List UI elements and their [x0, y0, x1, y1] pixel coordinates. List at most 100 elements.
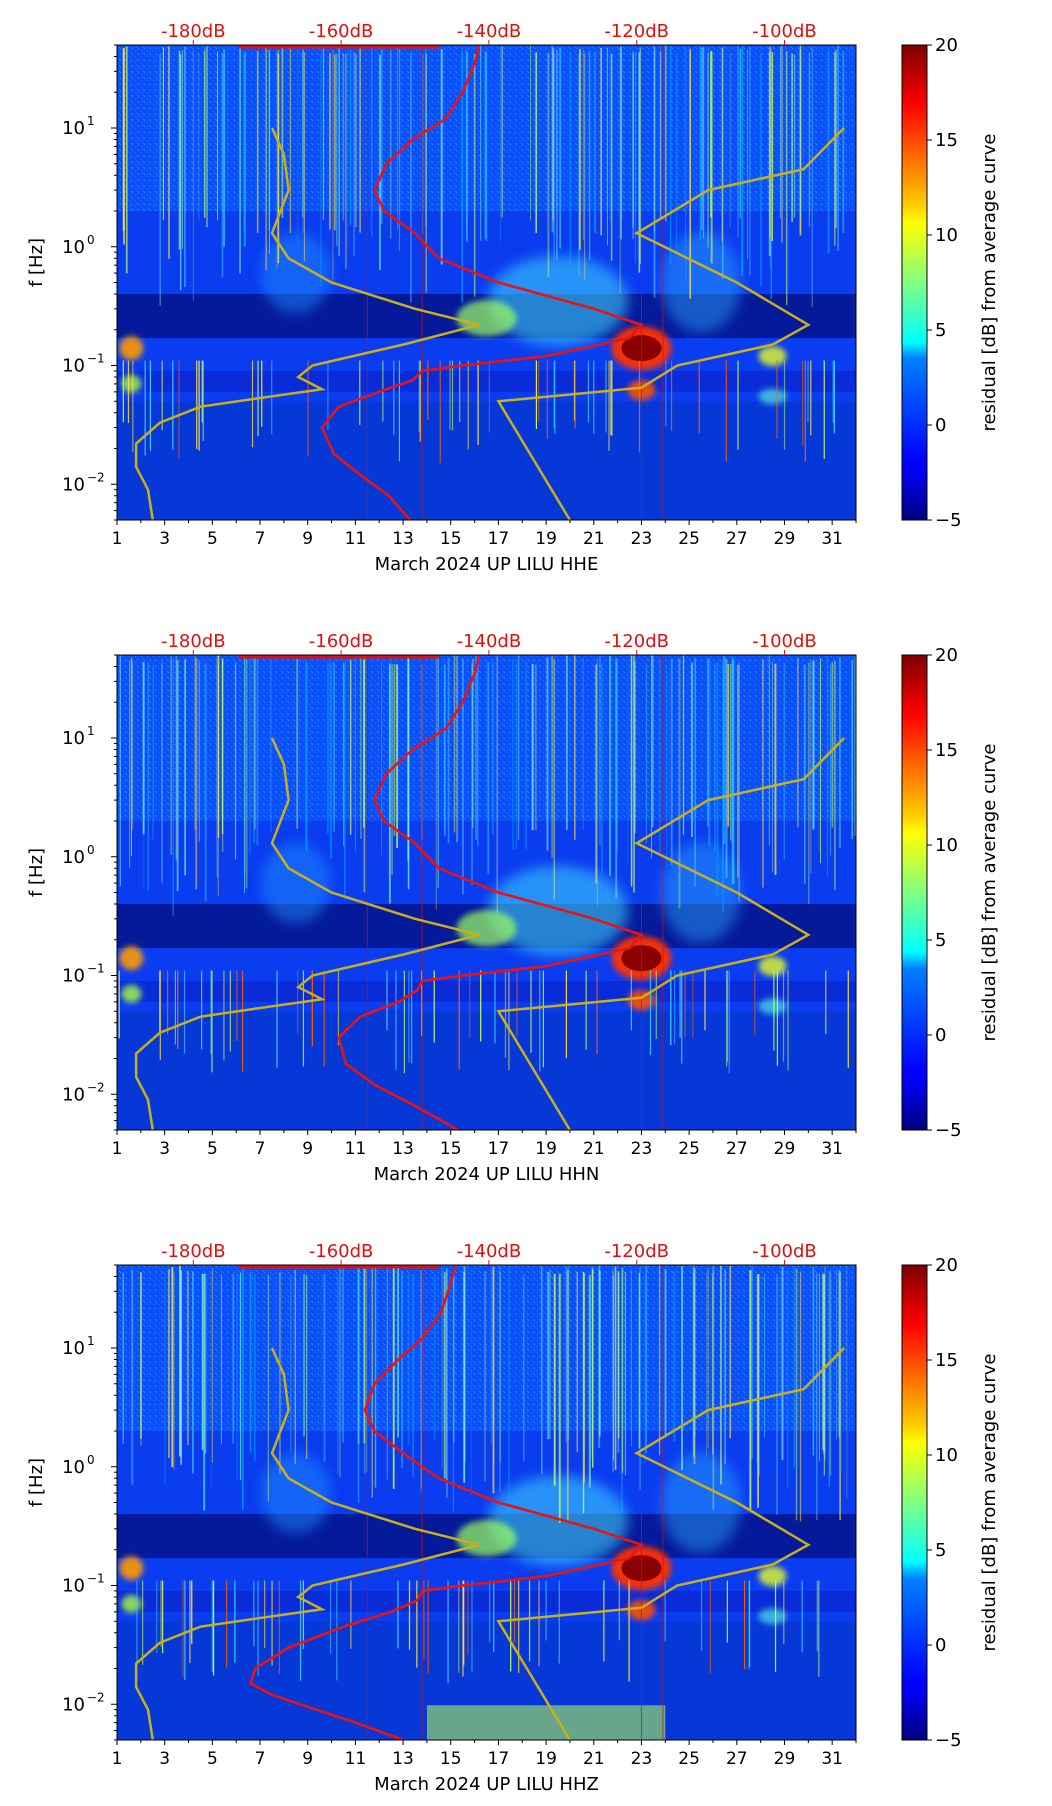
x-axis-label: March 2024 UP LILU HHN	[374, 1164, 600, 1185]
event-blob	[119, 1556, 144, 1581]
colorbar-label: residual [dB] from average curve	[979, 1353, 1000, 1651]
x-tick-label: 7	[255, 1749, 266, 1769]
y-axis-label: f [Hz]	[26, 848, 47, 897]
mid-band	[117, 1590, 856, 1612]
noise-model-curve	[134, 1347, 480, 1740]
x-tick-label: 7	[255, 529, 266, 549]
noise-texture	[117, 1265, 856, 1432]
x-tick-label: 5	[207, 1749, 218, 1769]
x-tick-label: 1	[112, 1749, 123, 1769]
y-tick-label: 10	[62, 118, 85, 139]
colorbar-tick-label: 0	[935, 1635, 946, 1656]
storm-blob	[661, 232, 742, 333]
x-tick-label: 11	[345, 1749, 367, 1769]
x-tick-label: 15	[440, 529, 462, 549]
low-freq-band	[426, 1705, 666, 1740]
db-tick-label: -160dB	[309, 21, 374, 42]
average-psd-curve	[248, 1265, 644, 1740]
y-tick-exponent: −2	[87, 1690, 105, 1704]
x-tick-label: 27	[726, 1139, 748, 1159]
y-tick-label: 10	[62, 1694, 85, 1715]
colorbar-tick-label: 15	[935, 740, 958, 761]
x-tick-label: 19	[535, 529, 557, 549]
db-tick-label: -140dB	[457, 21, 522, 42]
colorbar-tick-label: 5	[935, 1540, 946, 1561]
x-tick-label: 27	[726, 1749, 748, 1769]
noise-model-curve	[496, 127, 845, 520]
colorbar-tick-label: 10	[935, 1445, 958, 1466]
y-tick-exponent: −2	[87, 470, 105, 484]
db-tick-label: -160dB	[309, 631, 374, 652]
db-tick-label: -100dB	[752, 21, 817, 42]
y-tick-exponent: 0	[87, 843, 95, 857]
x-tick-label: 31	[821, 1749, 843, 1769]
storm-blob	[488, 1475, 629, 1566]
x-tick-label: 1	[112, 1139, 123, 1159]
colorbar-tick-label: 20	[935, 645, 958, 666]
colorbar-tick-label: −5	[935, 1730, 962, 1751]
y-axis-label: f [Hz]	[26, 238, 47, 287]
storm-blob	[488, 865, 629, 956]
noise-texture	[117, 655, 856, 822]
x-tick-label: 7	[255, 1139, 266, 1159]
colorbar	[901, 654, 928, 1131]
average-psd-curve	[320, 45, 644, 520]
y-tick-exponent: −2	[87, 1080, 105, 1094]
event-blob	[758, 346, 787, 367]
y-tick-label: 10	[62, 237, 85, 258]
db-tick-label: -120dB	[604, 21, 669, 42]
colorbar	[901, 1264, 928, 1741]
x-tick-label: 27	[726, 529, 748, 549]
colorbar	[901, 44, 928, 521]
colorbar-tick-label: 0	[935, 415, 946, 436]
colorbar-tick-label: −5	[935, 1120, 962, 1141]
x-tick-label: 21	[583, 1139, 605, 1159]
x-axis-label: March 2024 UP LILU HHZ	[374, 1774, 599, 1795]
x-tick-label: 31	[821, 529, 843, 549]
spectrogram-area	[117, 655, 856, 1130]
low-band	[117, 1011, 856, 1130]
storm-blob	[456, 910, 517, 947]
x-tick-label: 17	[488, 1139, 510, 1159]
x-tick-label: 11	[345, 1139, 367, 1159]
x-tick-label: 25	[678, 529, 700, 549]
colorbar-label: residual [dB] from average curve	[979, 743, 1000, 1041]
spectrogram-area	[117, 1265, 856, 1740]
x-tick-label: 23	[631, 529, 653, 549]
storm-blob	[260, 1453, 331, 1534]
y-tick-label: 10	[62, 474, 85, 495]
y-tick-exponent: 1	[87, 724, 95, 738]
x-tick-label: 29	[774, 1139, 796, 1159]
x-tick-label: 15	[440, 1139, 462, 1159]
low-band	[117, 401, 856, 520]
storm-blob	[456, 300, 517, 337]
x-tick-label: 5	[207, 1139, 218, 1159]
event-blob	[758, 388, 787, 405]
colorbar-tick-label: 15	[935, 130, 958, 151]
x-tick-label: 17	[488, 529, 510, 549]
x-tick-label: 19	[535, 1139, 557, 1159]
mid-band	[117, 370, 856, 392]
noise-model-curve	[496, 1347, 845, 1740]
y-tick-exponent: 0	[87, 1453, 95, 1467]
y-tick-exponent: 1	[87, 1334, 95, 1348]
spectrogram-area	[117, 45, 856, 520]
x-axis-label: March 2024 UP LILU HHE	[375, 554, 599, 575]
x-tick-label: 29	[774, 529, 796, 549]
event-blob	[121, 374, 142, 393]
y-tick-exponent: −1	[87, 1572, 105, 1586]
db-tick-label: -100dB	[752, 1241, 817, 1262]
colorbar-label: residual [dB] from average curve	[979, 133, 1000, 431]
colorbar-tick-label: 15	[935, 1350, 958, 1371]
colorbar-tick-label: 10	[935, 225, 958, 246]
x-tick-label: 13	[392, 1749, 414, 1769]
event-blob	[121, 1594, 142, 1613]
event-blob	[121, 984, 142, 1003]
event-blob	[758, 956, 787, 977]
y-tick-label: 10	[62, 847, 85, 868]
colorbar-tick-label: 0	[935, 1025, 946, 1046]
